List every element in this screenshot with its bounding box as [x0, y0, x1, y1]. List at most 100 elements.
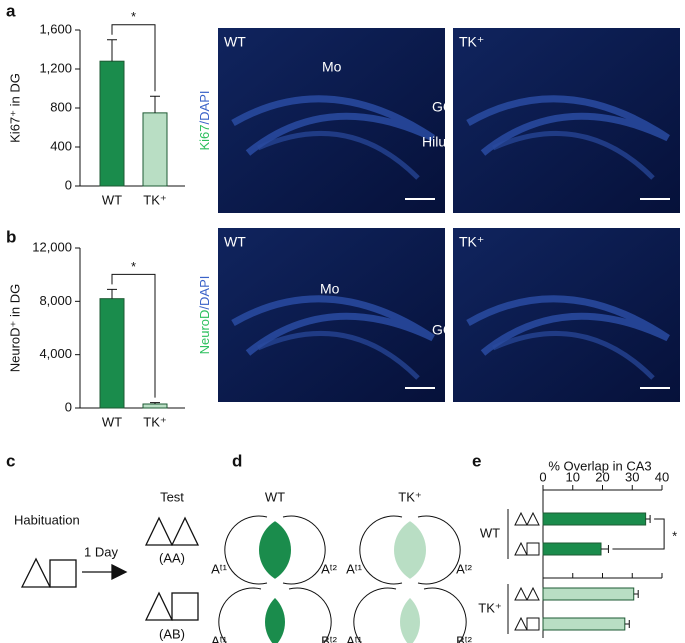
genotype-label: WT — [224, 234, 246, 250]
granule-layer — [231, 295, 435, 356]
overlap — [394, 516, 426, 584]
bar — [142, 112, 168, 187]
genotype-label: TK⁺ — [459, 34, 484, 50]
y-tick-label: 8,000 — [39, 293, 72, 308]
habituation: Habituation — [14, 512, 80, 527]
venn-arc — [288, 587, 332, 643]
group-label: TK⁺ — [478, 600, 501, 615]
stain-label: NeuroD/DAPI — [197, 276, 212, 355]
triangle — [514, 616, 528, 631]
bar — [542, 617, 626, 631]
venn-arc — [353, 587, 397, 643]
condition: (AA) — [159, 550, 185, 565]
bar — [142, 403, 168, 409]
bar — [542, 542, 602, 556]
genotype-label: TK⁺ — [459, 234, 484, 250]
y-axis-label: NeuroD⁺ in DG — [7, 284, 22, 373]
test: Test — [160, 489, 184, 504]
granule-layer — [491, 130, 655, 180]
genotype-label: WT — [224, 34, 246, 50]
panel-label: b — [6, 227, 16, 246]
error-bar — [645, 515, 651, 523]
panel-label: c — [6, 451, 15, 470]
triangle — [526, 511, 540, 526]
x-tick-label: 0 — [539, 469, 546, 484]
diagram-c-shapes — [20, 516, 200, 621]
y-tick-label: 12,000 — [32, 239, 72, 254]
venn-arc — [218, 587, 262, 643]
significance-bracket — [111, 273, 156, 398]
significance-bracket — [612, 518, 665, 550]
venn-label: Aᵗ¹ — [211, 561, 228, 576]
triangle — [526, 586, 540, 601]
overlap — [259, 516, 291, 584]
significance: * — [131, 259, 136, 274]
category-icon — [514, 511, 540, 526]
stain-part: Ki67 — [197, 124, 212, 150]
granule-layer — [466, 95, 670, 156]
venn-arc — [359, 515, 403, 585]
y-tick-label: 0 — [65, 177, 72, 192]
region-label: Mo — [322, 59, 342, 75]
bar — [542, 587, 635, 601]
chart-title: % Overlap in CA3 — [548, 458, 651, 473]
significance: * — [131, 9, 136, 24]
bar — [99, 60, 125, 187]
y-axis-label: Ki67⁺ in DG — [7, 73, 22, 143]
y-tick-label: 4,000 — [39, 346, 72, 361]
stain-label: Ki67/DAPI — [197, 91, 212, 151]
venn-label: Aᵗ² — [321, 561, 338, 576]
significance: * — [672, 528, 677, 543]
x-tick-label: 40 — [655, 469, 669, 484]
venn-label: Aᵗ¹ — [346, 633, 363, 643]
venn-label: Aᵗ² — [456, 561, 473, 576]
error-bar — [107, 288, 117, 299]
x-tick-label: WT — [102, 414, 122, 429]
granule-layer — [231, 95, 435, 156]
group-label: WT — [265, 489, 285, 504]
category-icon — [514, 616, 540, 631]
region-label: Hilus — [422, 134, 453, 150]
bar — [99, 298, 125, 409]
venn-label: Bᵗ² — [456, 633, 473, 643]
category-icon — [514, 541, 540, 556]
triangle — [514, 541, 528, 556]
stain-part: /DAPI — [197, 91, 212, 125]
stain-part: /DAPI — [197, 276, 212, 310]
condition: (AB) — [159, 626, 185, 641]
venn-label: Bᵗ² — [321, 633, 338, 643]
error-bar — [150, 402, 160, 404]
granule-layer — [466, 295, 670, 356]
x-tick-label: TK⁺ — [143, 414, 166, 429]
granule-layer — [256, 330, 420, 380]
error-bar — [601, 545, 609, 553]
group-label: TK⁺ — [398, 489, 421, 504]
square — [526, 542, 540, 556]
x-tick-label: WT — [102, 192, 122, 207]
venn-label: Aᵗ¹ — [346, 561, 363, 576]
y-tick-label: 1,600 — [39, 21, 72, 36]
y-tick-label: 400 — [50, 138, 72, 153]
error-bar — [624, 620, 630, 628]
x-tick-label: 30 — [625, 469, 639, 484]
panel-label: a — [6, 1, 16, 20]
y-tick-label: 800 — [50, 99, 72, 114]
bar — [542, 512, 647, 526]
category-icon — [514, 586, 540, 601]
x-tick-label: TK⁺ — [143, 192, 166, 207]
delay: 1 Day — [84, 544, 118, 559]
region-label: Mo — [320, 281, 340, 297]
y-tick-label: 1,200 — [39, 60, 72, 75]
significance-bracket — [111, 24, 156, 92]
square — [526, 617, 540, 631]
granule-layer — [256, 130, 420, 180]
x-tick-label: 20 — [595, 469, 609, 484]
panel-label: e — [472, 451, 481, 470]
group-label: WT — [480, 525, 500, 540]
venn-label: Aᵗ¹ — [211, 633, 228, 643]
triangle — [514, 511, 528, 526]
error-bar — [633, 590, 639, 598]
x-tick-label: 10 — [566, 469, 580, 484]
triangle — [514, 586, 528, 601]
